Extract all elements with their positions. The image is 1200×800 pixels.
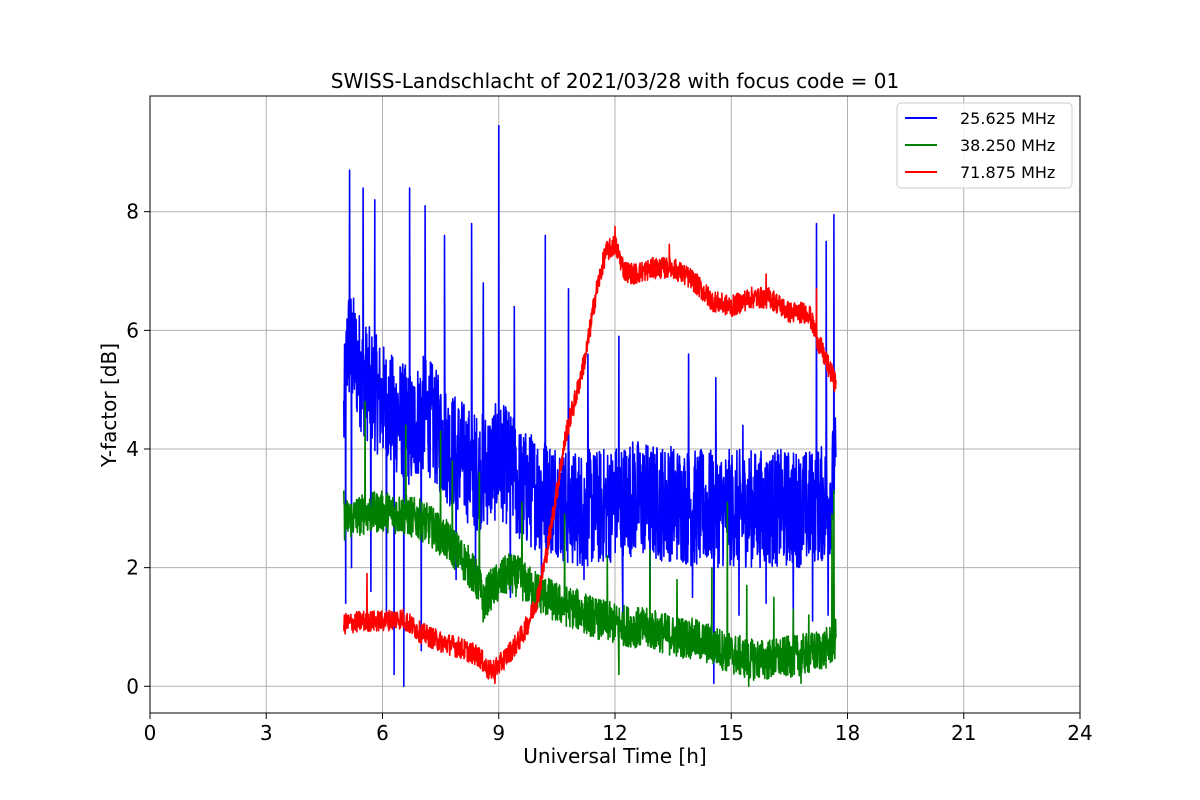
x-tick-label: 24 <box>1067 721 1092 745</box>
y-tick-label: 0 <box>126 674 139 698</box>
y-tick-label: 4 <box>126 437 139 461</box>
x-tick-label: 9 <box>492 721 505 745</box>
series-line-25-625 <box>343 124 837 688</box>
series-layer <box>343 124 837 688</box>
x-axis-label: Universal Time [h] <box>523 744 706 768</box>
y-tick-label: 8 <box>126 200 139 224</box>
legend-box <box>896 102 1073 189</box>
legend: 25.625 MHz 38.250 MHz 71.875 MHz <box>896 102 1073 189</box>
x-tick-label: 15 <box>719 721 744 745</box>
x-tick-label: 6 <box>376 721 389 745</box>
series-line-38-250 <box>343 400 837 688</box>
y-tick-label: 2 <box>126 556 139 580</box>
legend-label-25-625: 25.625 MHz <box>960 109 1055 128</box>
series-line-71-875 <box>343 225 837 685</box>
legend-label-71-875: 71.875 MHz <box>960 163 1055 182</box>
x-tick-label: 3 <box>260 721 273 745</box>
x-tick-label: 18 <box>835 721 860 745</box>
x-tick-label: 21 <box>951 721 976 745</box>
legend-label-38-250: 38.250 MHz <box>960 136 1055 155</box>
chart-title: SWISS-Landschlacht of 2021/03/28 with fo… <box>331 69 899 93</box>
y-axis-label: Y-factor [dB] <box>97 343 121 468</box>
x-tick-label: 12 <box>602 721 627 745</box>
x-tick-label: 0 <box>144 721 157 745</box>
y-tick-label: 6 <box>126 318 139 342</box>
